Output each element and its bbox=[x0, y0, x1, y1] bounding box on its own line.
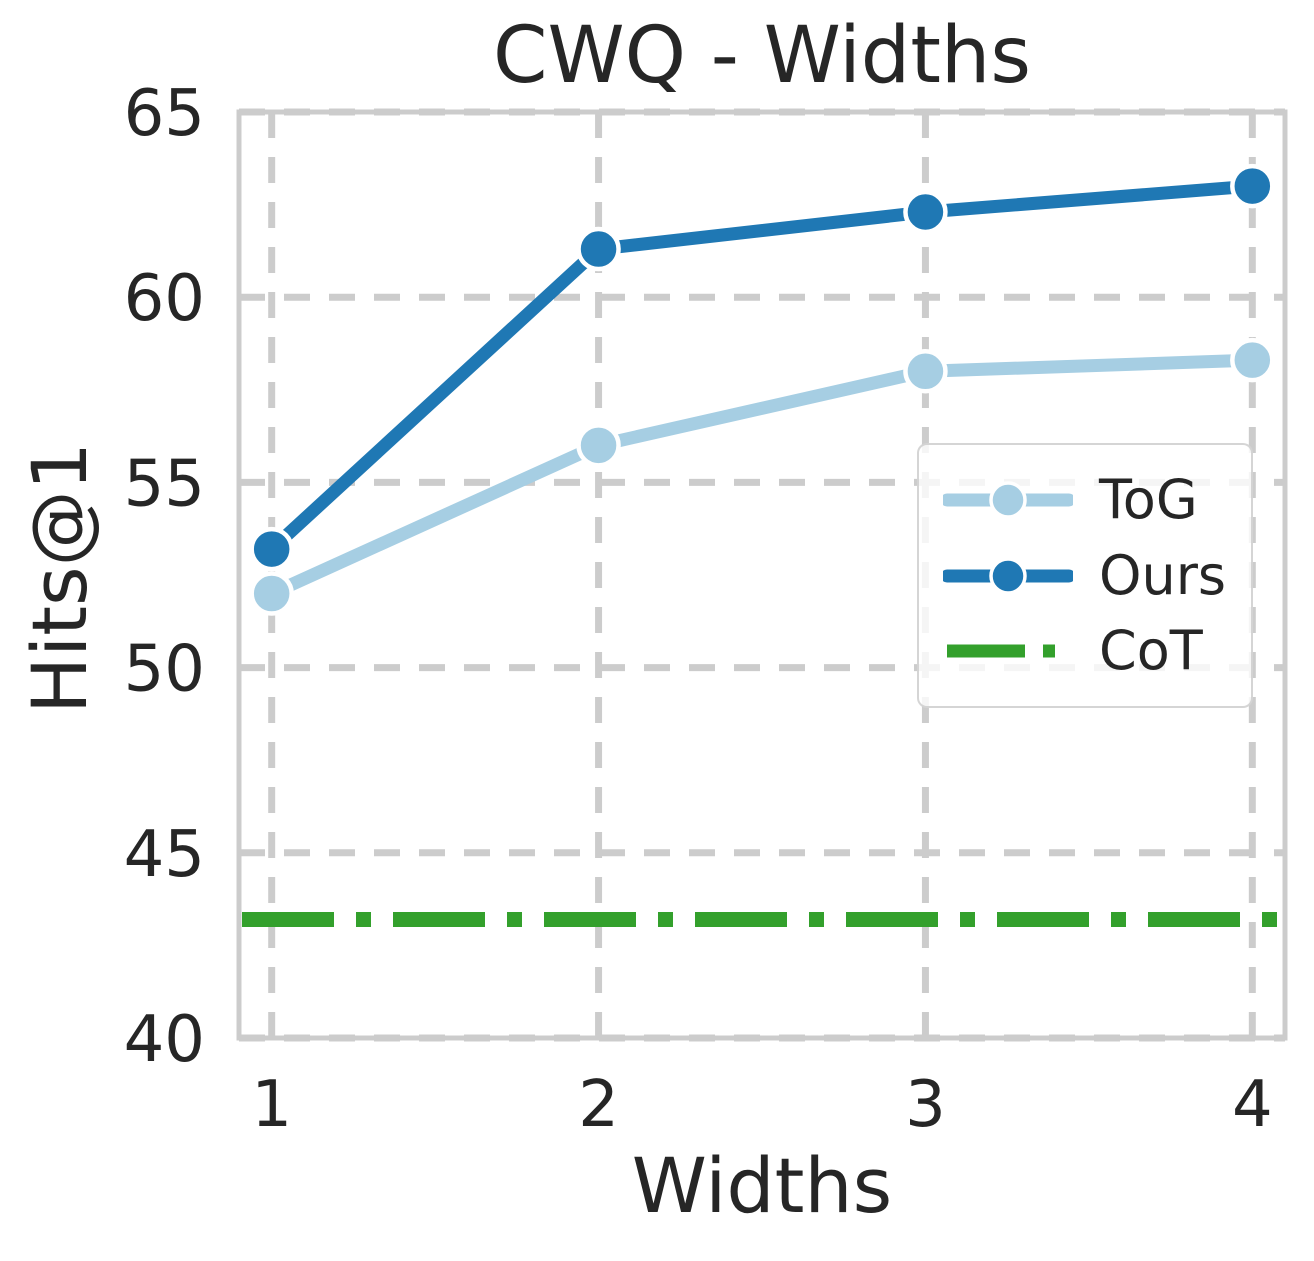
series-marker-tog bbox=[576, 423, 621, 468]
legend-label-tog: ToG bbox=[1099, 468, 1198, 532]
y-tick-label: 55 bbox=[124, 447, 205, 521]
x-tick-label: 2 bbox=[578, 1068, 619, 1142]
series-line-tog bbox=[265, 353, 1259, 601]
y-tick-label: 65 bbox=[124, 77, 205, 151]
legend-item-ours: Ours bbox=[943, 548, 1227, 604]
series-line-ours bbox=[265, 179, 1259, 556]
series-marker-ours bbox=[576, 226, 621, 272]
y-tick-label: 50 bbox=[124, 633, 205, 707]
legend-swatch-tog bbox=[943, 481, 1073, 519]
legend-item-tog: ToG bbox=[943, 472, 1227, 528]
y-tick-label: 45 bbox=[124, 818, 205, 892]
x-tick-label: 3 bbox=[905, 1068, 946, 1142]
x-tick-label: 4 bbox=[1232, 1068, 1273, 1142]
axes-frame bbox=[236, 109, 1288, 1041]
x-axis-label: Widths bbox=[631, 1141, 893, 1230]
legend-item-cot: CoT bbox=[943, 623, 1227, 679]
series-marker-ours bbox=[903, 189, 948, 235]
chart-title: CWQ - Widths bbox=[493, 11, 1031, 101]
legend: ToG Ours CoT bbox=[917, 443, 1253, 708]
legend-label-cot: CoT bbox=[1099, 618, 1203, 682]
series-marker-tog bbox=[903, 349, 948, 394]
series-marker-ours bbox=[249, 526, 294, 572]
legend-swatch-cot bbox=[947, 644, 1069, 658]
series-marker-tog bbox=[249, 571, 294, 616]
y-tick-label: 40 bbox=[124, 1003, 205, 1077]
legend-swatch-ours bbox=[943, 556, 1073, 595]
legend-label-ours: Ours bbox=[1099, 543, 1227, 607]
legend-marker-tog bbox=[989, 481, 1027, 519]
x-tick-label: 1 bbox=[251, 1068, 292, 1142]
series-marker-tog bbox=[1230, 337, 1275, 383]
y-tick-label: 60 bbox=[124, 262, 205, 336]
series-marker-ours bbox=[1230, 163, 1275, 209]
legend-marker-ours bbox=[989, 556, 1027, 595]
